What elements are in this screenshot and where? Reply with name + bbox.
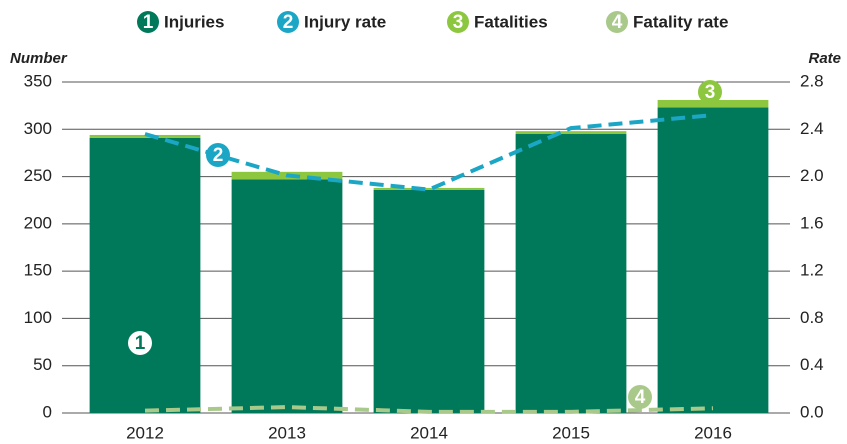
rate-line	[144, 113, 714, 192]
y-axis-title: Number	[10, 50, 68, 67]
legend-marker	[137, 11, 159, 33]
y2-tick-label: 2.4	[800, 119, 824, 138]
annotation-badge	[628, 385, 652, 409]
legend-label: Fatality rate	[633, 12, 728, 31]
y-tick-label: 0	[43, 402, 52, 421]
bar-segment	[515, 131, 627, 135]
y-tick-label: 50	[33, 355, 52, 374]
annotation-badge	[698, 80, 722, 104]
bar-segment	[373, 189, 485, 413]
y2-tick-label: 0.8	[800, 308, 824, 327]
x-tick-label: 2012	[126, 423, 164, 442]
bar-segment	[657, 107, 769, 413]
y-tick-label: 200	[24, 213, 52, 232]
y2-tick-label: 1.2	[800, 261, 824, 280]
x-tick-label: 2013	[268, 423, 306, 442]
bar-segment	[373, 187, 485, 190]
y-tick-label: 350	[24, 71, 52, 90]
annotation-badge	[206, 143, 230, 167]
legend-label: Fatalities	[474, 12, 548, 31]
y2-tick-label: 1.6	[800, 213, 824, 232]
y2-tick-label: 0.0	[800, 402, 824, 421]
y-tick-label: 100	[24, 308, 52, 327]
y2-axis-title: Rate	[808, 50, 841, 67]
bar-segment	[231, 179, 343, 413]
x-tick-label: 2016	[694, 423, 732, 442]
legend-label: Injuries	[164, 12, 224, 31]
bar-segment	[515, 134, 627, 413]
legend-label: Injury rate	[304, 12, 386, 31]
y2-tick-label: 2.8	[800, 71, 824, 90]
legend-marker-number: 3	[453, 12, 464, 33]
y2-tick-label: 2.0	[800, 166, 824, 185]
x-tick-label: 2015	[552, 423, 590, 442]
legend-marker-number: 4	[612, 12, 623, 33]
annotation-label: 1	[135, 333, 146, 354]
legend-marker	[606, 11, 628, 33]
bar-segment	[89, 134, 201, 138]
annotation-label: 2	[213, 145, 224, 166]
y2-tick-label: 0.4	[800, 355, 824, 374]
annotation-badge	[128, 331, 152, 355]
rate-line	[144, 405, 714, 414]
legend-marker-number: 1	[143, 12, 154, 33]
legend-marker-number: 2	[283, 12, 294, 33]
y-tick-label: 250	[24, 166, 52, 185]
bar-segment	[89, 137, 201, 413]
legend-marker	[447, 11, 469, 33]
x-tick-label: 2014	[410, 423, 448, 442]
y-tick-label: 150	[24, 261, 52, 280]
bar-segment	[657, 99, 769, 108]
legend-marker	[277, 11, 299, 33]
annotation-label: 4	[635, 387, 646, 408]
y-tick-label: 300	[24, 119, 52, 138]
annotation-label: 3	[705, 82, 716, 103]
